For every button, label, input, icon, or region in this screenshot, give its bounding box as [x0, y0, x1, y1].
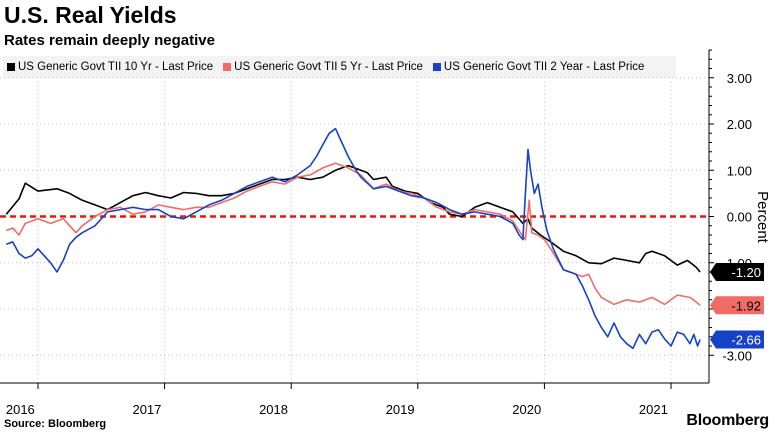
x-tick-label: 2018 [259, 402, 288, 417]
grid-layer [0, 77, 709, 383]
x-tick-label: 2016 [6, 402, 35, 417]
x-tick-label: 2017 [132, 402, 161, 417]
chart-title: U.S. Real Yields [4, 2, 177, 28]
legend-swatch-2yr [432, 63, 441, 71]
last-value-tag-0 [710, 263, 764, 281]
series-line-1 [6, 162, 701, 306]
legend-label-10yr: US Generic Govt TII 10 Yr - Last Price [18, 61, 214, 73]
x-tick-label: 2020 [512, 402, 541, 417]
series-line-2 [6, 127, 701, 350]
legend-label-2yr: US Generic Govt TII 2 Year - Last Price [443, 61, 645, 73]
legend-item-2yr: US Generic Govt TII 2 Year - Last Price [432, 61, 645, 73]
axis-layer: 3.002.001.000.00-1.00-3.00Percent2016201… [0, 49, 771, 417]
legend-label-5yr: US Generic Govt TII 5 Yr - Last Price [234, 61, 423, 73]
y-tick-label: 3.00 [727, 71, 752, 86]
y-tick-label: 1.00 [727, 163, 752, 178]
x-tick-label: 2021 [639, 402, 668, 417]
last-value-label-0: -1.20 [731, 265, 761, 280]
y-axis-label: Percent [754, 191, 771, 244]
y-tick-label: -3.00 [722, 348, 752, 363]
legend-item-10yr: US Generic Govt TII 10 Yr - Last Price [7, 61, 213, 73]
series-layer [5, 127, 701, 350]
last-value-layer: -1.20 -1.92 -2.66 [710, 263, 764, 349]
last-value-label-1: -1.92 [731, 298, 761, 313]
x-tick-label: 2019 [386, 402, 415, 417]
chart-legend: US Generic Govt TII 10 Yr - Last Price U… [3, 56, 676, 78]
legend-swatch-10yr [7, 63, 15, 71]
last-value-tag-2 [710, 330, 764, 349]
chart-subtitle: Rates remain deeply negative [4, 32, 215, 49]
last-value-label-2: -2.66 [731, 333, 761, 348]
bloomberg-logo: Bloomberg [686, 412, 769, 429]
series-line-0 [5, 164, 701, 273]
last-value-tag-1 [710, 296, 764, 315]
source-note: Source: Bloomberg [4, 418, 107, 430]
y-tick-label: 0.00 [727, 210, 752, 225]
y-tick-label: 2.00 [727, 117, 752, 132]
legend-swatch-5yr [223, 63, 232, 71]
legend-item-5yr: US Generic Govt TII 5 Yr - Last Price [223, 61, 423, 73]
